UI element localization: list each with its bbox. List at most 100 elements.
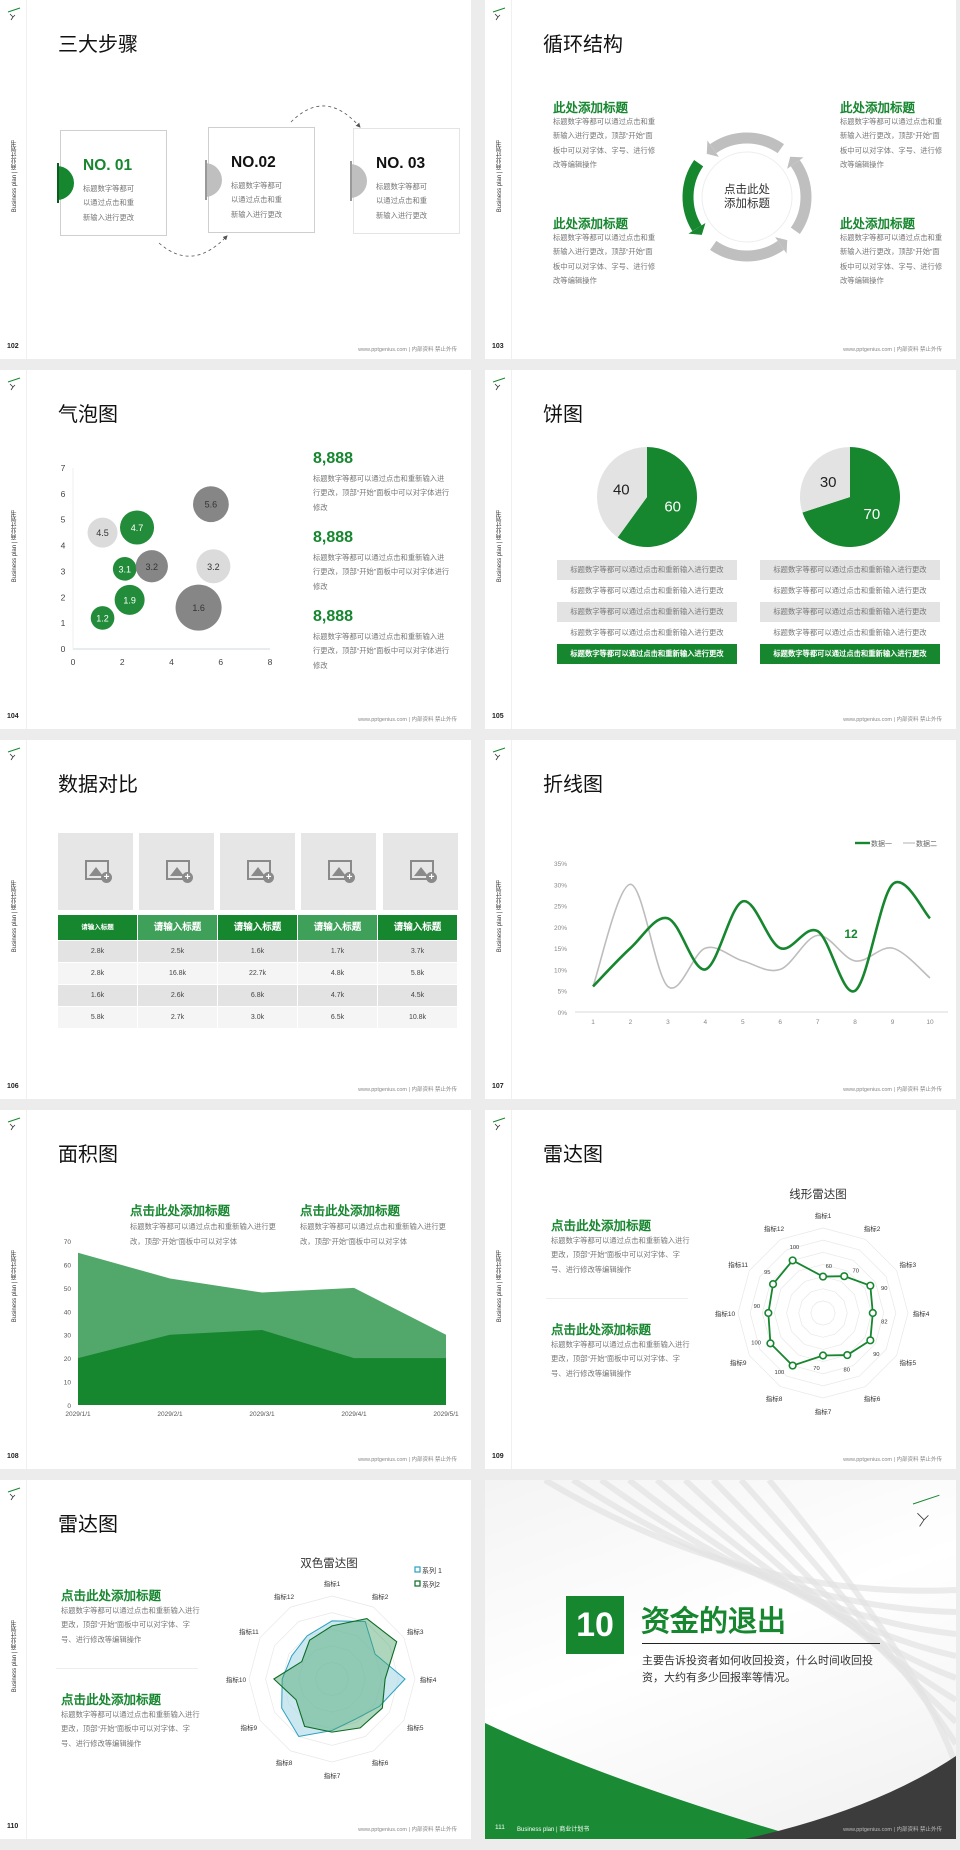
y-tick-label: 7 bbox=[61, 463, 66, 473]
slide-110[interactable]: Business plan | 商业计划书 110 www.pptgenius.co… bbox=[0, 1480, 471, 1839]
slide-103[interactable]: Business plan | 商业计划书 103 www.pptgenius.co… bbox=[485, 0, 956, 359]
table-cell: 2.8k bbox=[58, 963, 137, 984]
table-cell: 1.7k bbox=[298, 941, 377, 962]
image-placeholder[interactable]: + bbox=[220, 833, 295, 910]
section-number-box: 10 bbox=[566, 1596, 624, 1654]
step-card[interactable] bbox=[208, 127, 315, 233]
image-mountain bbox=[414, 867, 428, 876]
table-cell: 1.6k bbox=[58, 985, 137, 1006]
sidebar-divider bbox=[26, 0, 27, 359]
slide-111[interactable]: 10 资金的退出 主要告诉投资者如何收回投资，什么时间收回投资，大约有多少回报率等情… bbox=[485, 1480, 956, 1839]
block-text: 标题数字等都可以通过点击和重新输入进行更改，顶部“开始”面板中可以对字体、字号、… bbox=[61, 1606, 200, 1644]
y-tick-label: 30% bbox=[554, 882, 567, 889]
radar-value-label: 90 bbox=[754, 1304, 760, 1310]
pie-slice bbox=[800, 447, 850, 513]
image-placeholder[interactable]: + bbox=[58, 833, 133, 910]
y-tick-label: 6 bbox=[61, 489, 66, 499]
image-placeholder[interactable]: + bbox=[383, 833, 458, 910]
radar-axis-label: 指标8 bbox=[276, 1758, 293, 1767]
step-number: NO. 03 bbox=[376, 155, 426, 172]
step-number: NO. 01 bbox=[83, 157, 133, 174]
block-heading: 点击此处添加标题 bbox=[130, 1204, 231, 1218]
x-tick-label: 8 bbox=[268, 657, 273, 667]
bubble bbox=[175, 584, 222, 631]
block-text: 标题数字等都可以通过点击和重新输入进行更改，顶部“开始”面板中可以对字体、字号、… bbox=[840, 233, 943, 285]
radar-axis-label: 指标10 bbox=[715, 1309, 736, 1318]
radar-axis-label: 指标12 bbox=[274, 1592, 295, 1601]
footer-text: www.pptgenius.com | 内部资料 禁止外传 bbox=[843, 1087, 942, 1093]
logo-swoosh bbox=[7, 1487, 21, 1493]
y-tick-label: 60 bbox=[64, 1262, 72, 1269]
block-text: 标题数字等都可以通过点击和重新输入进行更改，顶部“开始”面板中可以对字体、字号、… bbox=[551, 1340, 690, 1378]
footer-text: www.pptgenius.com | 内部资料 禁止外传 bbox=[358, 1457, 457, 1463]
slide-104[interactable]: Business plan | 商业计划书 104 www.pptgenius.co… bbox=[0, 370, 471, 729]
radar-value-label: 95 bbox=[764, 1270, 770, 1276]
slide-109[interactable]: Business plan | 商业计划书 109 www.pptgenius.co… bbox=[485, 1110, 956, 1469]
bubble bbox=[114, 584, 145, 615]
slide-106[interactable]: Business plan | 商业计划书 106 www.pptgenius.co… bbox=[0, 740, 471, 1099]
x-tick-label: 6 bbox=[218, 657, 223, 667]
bubble-label: 3.2 bbox=[207, 562, 220, 572]
radar-point bbox=[766, 1339, 775, 1348]
radar-axis-label: 指标3 bbox=[407, 1627, 424, 1636]
bubble bbox=[196, 549, 231, 584]
center-title[interactable]: 点击此处添加标题 bbox=[724, 184, 770, 210]
block-heading: 此处添加标题 bbox=[553, 101, 629, 115]
logo-figure bbox=[494, 13, 501, 21]
bubble bbox=[135, 550, 168, 583]
image-placeholder[interactable]: + bbox=[301, 833, 376, 910]
radar-value-label: 60 bbox=[826, 1264, 832, 1270]
logo-figure bbox=[917, 1512, 929, 1527]
sidebar-divider bbox=[26, 370, 27, 729]
cycle-diagram bbox=[682, 132, 812, 262]
slide-102[interactable]: Business plan | 商业计划书 102 www.pptgenius.co… bbox=[0, 0, 471, 359]
table-header-cell: 请输入标题 bbox=[218, 915, 297, 940]
logo bbox=[7, 377, 21, 391]
x-tick-label: 8 bbox=[853, 1019, 857, 1026]
x-tick-label: 2 bbox=[629, 1019, 633, 1026]
radar-point bbox=[818, 1351, 828, 1360]
sidebar-divider bbox=[26, 1480, 27, 1839]
arrow-left-head bbox=[688, 222, 706, 235]
section-rule bbox=[642, 1643, 880, 1644]
image-placeholder[interactable]: + bbox=[139, 833, 214, 910]
x-tick-label: 4 bbox=[704, 1019, 708, 1026]
green-wave bbox=[485, 1723, 805, 1839]
slide-title: 折线图 bbox=[543, 774, 603, 796]
step-text: 标题数字等都可以通过点击和重新输入进行更改 bbox=[83, 184, 135, 222]
y-tick-label: 1 bbox=[61, 618, 66, 628]
background-curve bbox=[766, 1480, 956, 1767]
y-tick-label: 15% bbox=[554, 946, 567, 953]
table-header-cell: 请输入标题 bbox=[58, 915, 137, 940]
table-cell: 3.0k bbox=[218, 1007, 297, 1028]
slide-107[interactable]: Business plan | 商业计划书 107 www.pptgenius.co… bbox=[485, 740, 956, 1099]
block-text: 标题数字等都可以通过点击和重新输入进行更改，顶部“开始”面板中可以对字体、字号、… bbox=[553, 117, 656, 169]
legend-label: 数据二 bbox=[916, 839, 937, 848]
pie-slice bbox=[802, 447, 900, 547]
step-marker-bar bbox=[205, 160, 207, 200]
radar-value-label: 90 bbox=[881, 1286, 887, 1292]
arrow-left-icon bbox=[682, 160, 704, 232]
slide-108[interactable]: Business plan | 商业计划书 108 www.pptgenius.co… bbox=[0, 1110, 471, 1469]
step-card[interactable] bbox=[353, 128, 460, 234]
radar-axis-label: 指标12 bbox=[764, 1224, 785, 1233]
bubble-label: 3.2 bbox=[146, 562, 159, 572]
y-tick-label: 50 bbox=[64, 1286, 72, 1293]
table-cell: 2.6k bbox=[138, 985, 217, 1006]
pie-label: 30 bbox=[820, 474, 837, 491]
slide-105[interactable]: Business plan | 商业计划书 105 www.pptgenius.co… bbox=[485, 370, 956, 729]
pie-desc-row: 标题数字等都可以通过点击和重新输入进行更改 bbox=[557, 644, 737, 664]
logo bbox=[7, 7, 21, 21]
chart-title: 线形雷达图 bbox=[789, 1187, 847, 1201]
legend-label: 数据一 bbox=[871, 839, 892, 848]
stat-value: 8,888 bbox=[313, 529, 354, 546]
radar-point bbox=[764, 1308, 773, 1318]
logo bbox=[7, 1487, 21, 1501]
footer-text: www.pptgenius.com | 内部资料 禁止外传 bbox=[358, 717, 457, 723]
radar-axis-label: 指标2 bbox=[372, 1592, 389, 1601]
step-card[interactable] bbox=[60, 130, 167, 236]
bubble bbox=[119, 510, 155, 545]
x-tick-label: 2029/4/1 bbox=[341, 1411, 367, 1418]
logo-figure bbox=[9, 13, 16, 21]
